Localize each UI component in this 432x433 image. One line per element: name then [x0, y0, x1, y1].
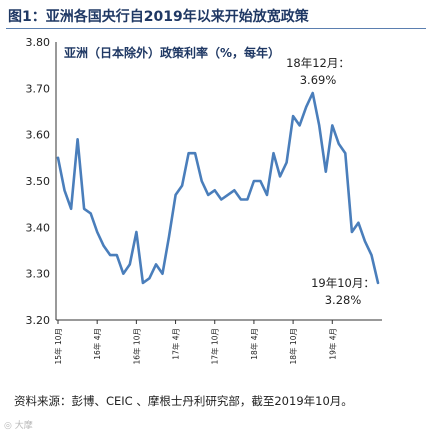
- series-point: [364, 240, 366, 242]
- series-point: [148, 277, 150, 279]
- series-point: [318, 124, 320, 126]
- x-tick-label: 15年 10月: [53, 328, 63, 364]
- y-tick-label: 3.20: [26, 314, 51, 327]
- series-point: [194, 152, 196, 154]
- series-point: [279, 175, 281, 177]
- series-point: [240, 198, 242, 201]
- series-point: [181, 185, 183, 187]
- series-point: [201, 180, 203, 182]
- series-point: [292, 115, 294, 117]
- series-point: [83, 208, 85, 210]
- watermark-icon: ◎: [4, 421, 12, 431]
- x-tick-label: 18年 4月: [249, 328, 259, 360]
- y-tick-label: 3.50: [26, 175, 51, 188]
- x-tick-label: 17年 10月: [210, 328, 220, 364]
- series-point: [272, 152, 275, 154]
- y-tick-label: 3.40: [26, 221, 51, 234]
- series-point: [142, 282, 144, 284]
- series-point: [135, 231, 137, 233]
- latest-annotation-line2: 3.28%: [325, 293, 362, 307]
- series-point: [168, 236, 170, 238]
- x-tick-label: 16年 10月: [131, 328, 141, 364]
- series-point: [312, 92, 314, 94]
- figure-title-text: 亚洲各国央行自2019年以来开始放宽政策: [45, 9, 309, 25]
- series-point: [253, 180, 255, 182]
- series-point: [233, 189, 235, 191]
- series-point: [299, 124, 301, 126]
- series-point: [325, 171, 327, 173]
- figure-title: 图1：亚洲各国央行自2019年以来开始放宽政策: [8, 6, 309, 26]
- series-point: [259, 180, 261, 182]
- peak-annotation-line1: 18年12月：: [286, 56, 350, 70]
- series-point: [266, 194, 268, 196]
- series-point: [227, 194, 229, 196]
- series-point: [109, 254, 111, 256]
- series-point: [338, 143, 340, 145]
- y-tick-label: 3.80: [26, 36, 51, 49]
- series-point: [377, 282, 379, 284]
- series-point: [207, 194, 209, 196]
- series-point: [175, 194, 177, 196]
- series-point: [96, 231, 98, 233]
- series-point: [331, 124, 333, 126]
- y-tick-label: 3.30: [26, 268, 51, 281]
- peak-annotation-line2: 3.69%: [300, 73, 337, 87]
- series-point: [220, 198, 222, 201]
- series-point: [161, 273, 164, 275]
- series-point: [246, 198, 248, 201]
- watermark-logo: ◎ 大摩: [4, 418, 33, 431]
- series-point: [370, 254, 373, 256]
- series-point: [129, 263, 131, 265]
- series-point: [188, 152, 190, 154]
- series-point: [214, 189, 216, 191]
- title-divider: [6, 28, 426, 29]
- series-point: [90, 212, 92, 214]
- source-note: 资料来源：彭博、CEIC 、摩根士丹利研究部，截至2019年10月。: [14, 394, 353, 408]
- series-point: [155, 263, 157, 265]
- x-tick-label: 16年 4月: [92, 328, 102, 360]
- series-point: [122, 273, 124, 275]
- series-point: [357, 222, 359, 224]
- series-point: [57, 157, 59, 159]
- series-point: [77, 138, 79, 140]
- y-tick-label: 3.60: [26, 129, 51, 142]
- chart-axes: [55, 42, 382, 321]
- figure-label-colon: ：: [31, 9, 46, 25]
- series-point: [286, 161, 288, 164]
- series-point: [116, 254, 118, 256]
- policy-rate-series-line: [56, 91, 380, 285]
- series-point: [351, 231, 353, 233]
- y-tick-label: 3.70: [26, 82, 51, 95]
- watermark-text: 大摩: [14, 421, 33, 431]
- policy-rate-chart: 3.20 3.30 3.40 3.50 3.60 3.70 3.80 15年 10月 16年 …: [26, 36, 382, 364]
- x-tick-label: 18年 10月: [288, 328, 298, 364]
- series-point: [305, 106, 307, 108]
- series-point: [344, 152, 346, 154]
- series-point: [103, 245, 105, 247]
- x-tick-label: 19年 4月: [327, 328, 337, 360]
- chart-inner-title: 亚洲（日本除外）政策利率（%，每年）: [64, 45, 280, 60]
- latest-annotation-line1: 19年10月：: [311, 276, 375, 290]
- series-point: [63, 189, 66, 191]
- figure-label: 图1: [8, 9, 32, 25]
- series-point: [70, 208, 72, 210]
- x-tick-label: 17年 4月: [171, 328, 181, 360]
